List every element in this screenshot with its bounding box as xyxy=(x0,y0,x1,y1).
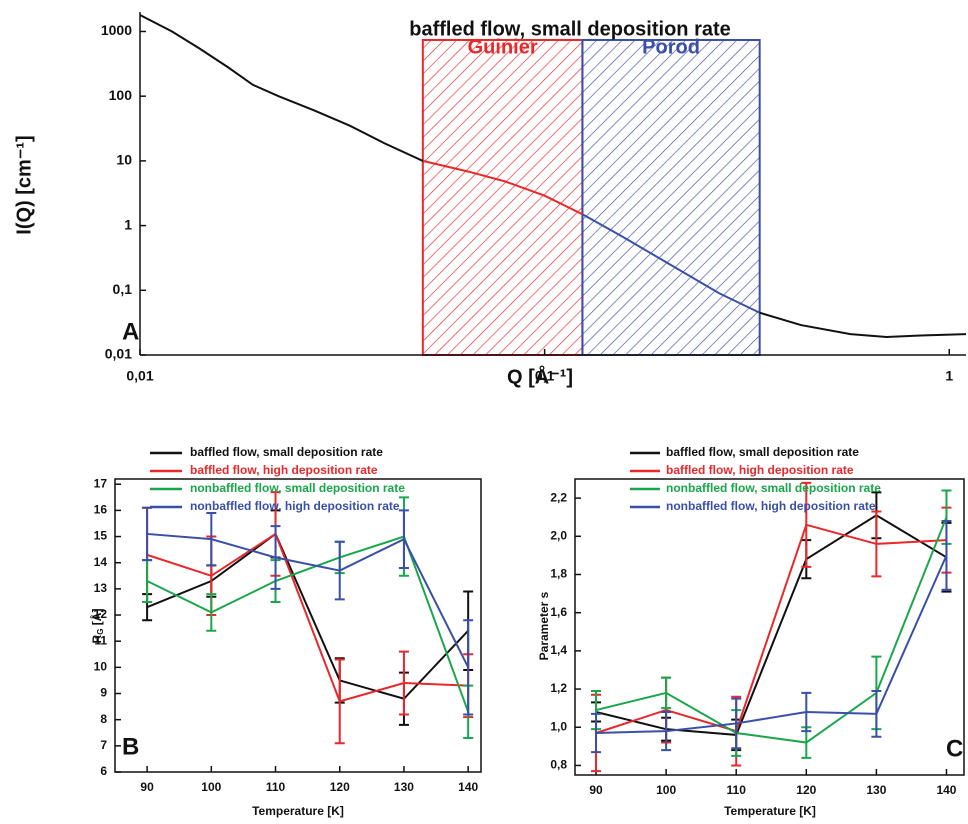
data-line xyxy=(595,523,947,734)
error-bar xyxy=(334,658,345,745)
y-tick-label: 1,4 xyxy=(550,643,567,657)
x-tick-label: 0,1 xyxy=(535,368,555,384)
error-bar xyxy=(206,593,217,632)
y-tick-label: 11 xyxy=(94,633,107,647)
y-tick-label: 1000 xyxy=(101,22,132,38)
y-tick-label: 16 xyxy=(94,503,108,517)
y-tick-label: 1,2 xyxy=(550,681,567,695)
x-tick-label: 110 xyxy=(266,780,286,794)
legend-label: nonbaffled flow, high deposition rate xyxy=(190,499,400,513)
legend-label: baffled flow, small deposition rate xyxy=(666,445,859,459)
x-tick-label: 140 xyxy=(458,780,478,794)
legend-label: baffled flow, small deposition rate xyxy=(190,445,383,459)
region-label: Guinier xyxy=(468,36,538,58)
error-bar xyxy=(142,559,153,603)
panel-label: A xyxy=(122,318,139,345)
x-tick-label: 120 xyxy=(796,783,816,797)
x-axis-label: Temperature [K] xyxy=(724,804,816,818)
y-tick-label: 13 xyxy=(94,581,108,595)
data-line xyxy=(146,532,469,700)
y-tick-label: 0,1 xyxy=(113,281,133,297)
data-line xyxy=(139,14,967,338)
y-tick-label: 1,0 xyxy=(550,719,567,733)
y-axis-label: I(Q) [cm⁻¹] xyxy=(13,135,35,234)
y-tick-label: 6 xyxy=(100,764,107,778)
error-bar xyxy=(801,691,812,733)
x-tick-label: 1 xyxy=(945,368,953,384)
y-tick-label: 10 xyxy=(94,660,108,674)
x-tick-label: 90 xyxy=(589,783,603,797)
y-axis-label: RG [Å] xyxy=(89,609,105,644)
y-axis-label: Parameter s xyxy=(537,591,551,660)
y-tick-label: 9 xyxy=(100,686,107,700)
x-tick-label: 130 xyxy=(866,783,886,797)
x-axis-label: Temperature [K] xyxy=(252,804,344,818)
error-bar xyxy=(591,712,602,754)
legend-label: baffled flow, high deposition rate xyxy=(666,463,854,477)
y-tick-label: 2,2 xyxy=(550,490,567,504)
x-tick-label: 100 xyxy=(201,780,221,794)
error-bar xyxy=(871,510,882,578)
x-tick-label: 90 xyxy=(140,780,154,794)
error-bar xyxy=(334,540,345,601)
data-line xyxy=(146,535,470,713)
x-tick-label: 0,01 xyxy=(126,368,153,384)
x-tick-label: 110 xyxy=(727,783,747,797)
error-bar xyxy=(661,676,672,710)
x-tick-label: 100 xyxy=(656,783,676,797)
chart-title: baffled flow, small deposition rate xyxy=(409,18,731,40)
data-line xyxy=(147,532,470,668)
legend-label: nonbaffled flow, small deposition rate xyxy=(666,481,881,495)
x-axis-label: Q [Å⁻¹] xyxy=(507,364,573,388)
y-tick-label: 1,8 xyxy=(550,567,567,581)
x-tick-label: 140 xyxy=(936,783,956,797)
y-tick-label: 0,8 xyxy=(550,758,567,772)
error-bar xyxy=(731,697,742,750)
error-bar xyxy=(398,650,409,716)
y-tick-label: 2,0 xyxy=(550,528,567,542)
y-axis-label-part: G xyxy=(96,629,105,635)
y-tick-label: 14 xyxy=(94,555,108,569)
error-bar xyxy=(661,710,672,752)
y-tick-label: 12 xyxy=(94,607,108,621)
plot-frame xyxy=(574,478,965,776)
y-tick-label: 15 xyxy=(94,529,108,543)
data-line xyxy=(146,532,469,703)
y-tick-label: 1,6 xyxy=(550,605,567,619)
y-axis-label-part: R xyxy=(90,634,104,643)
legend-label: nonbaffled flow, high deposition rate xyxy=(666,499,876,513)
x-tick-label: 130 xyxy=(394,780,414,794)
plot-frame xyxy=(114,478,482,773)
error-bar xyxy=(398,509,409,569)
y-tick-label: 8 xyxy=(100,712,107,726)
y-tick-label: 1 xyxy=(124,216,132,232)
error-bar xyxy=(801,481,812,568)
error-bar xyxy=(270,525,281,590)
y-axis-label-part: [Å] xyxy=(89,609,104,629)
region-label: Porod xyxy=(642,36,700,58)
y-tick-label: 7 xyxy=(100,738,107,752)
data-line xyxy=(595,514,947,736)
y-tick-label: 17 xyxy=(94,476,108,490)
error-bar xyxy=(463,619,474,716)
y-tick-label: 10 xyxy=(116,152,132,168)
panel-label: B xyxy=(122,733,139,760)
data-line xyxy=(595,516,948,744)
legend-label: baffled flow, high deposition rate xyxy=(190,463,378,477)
error-bar xyxy=(871,689,882,738)
y-tick-label: 100 xyxy=(109,87,133,103)
panel-label: C xyxy=(946,735,963,762)
legend-label: nonbaffled flow, small deposition rate xyxy=(190,481,405,495)
error-bar xyxy=(941,520,952,591)
data-line xyxy=(596,554,948,734)
x-tick-label: 120 xyxy=(330,780,350,794)
error-bar xyxy=(206,512,217,567)
region xyxy=(421,39,584,356)
y-tick-label: 0,01 xyxy=(105,346,132,362)
region xyxy=(581,39,761,356)
